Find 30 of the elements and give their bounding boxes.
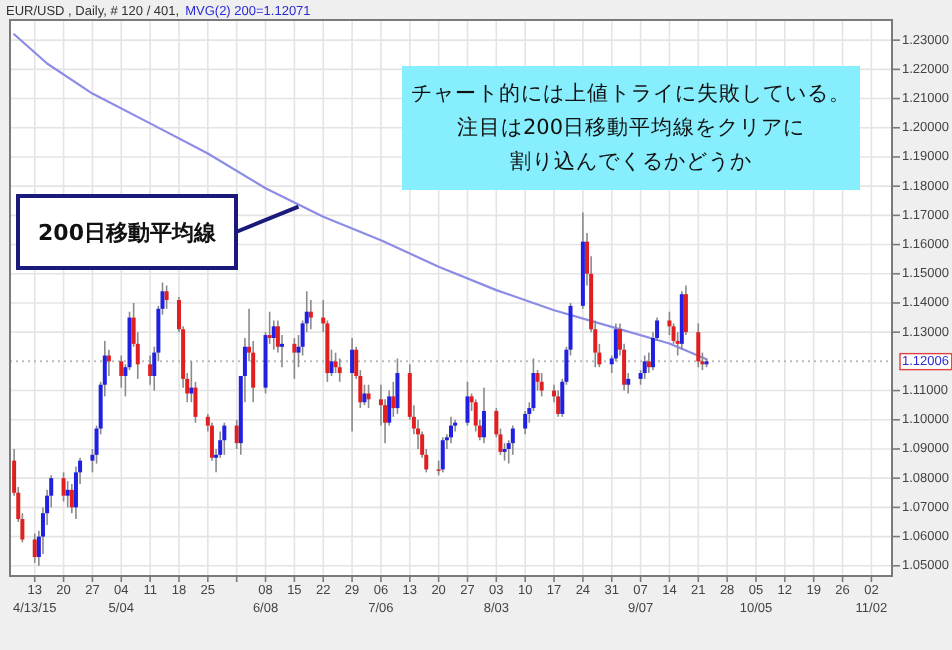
candlestick xyxy=(164,284,169,310)
candlestick xyxy=(350,337,355,433)
candlestick xyxy=(222,421,227,456)
candlestick xyxy=(395,357,400,415)
candlestick xyxy=(523,410,528,436)
candlestick xyxy=(510,424,515,456)
candlestick xyxy=(308,299,313,331)
candlestick xyxy=(366,383,371,409)
candlestick xyxy=(271,319,276,351)
candlestick xyxy=(73,465,78,520)
candlestick xyxy=(440,436,445,474)
candlestick xyxy=(32,532,37,564)
candlestick xyxy=(449,416,453,444)
annotation: チャート的には上値トライに失敗している。注目は200日移動平均線をクリアに割り込んでくるかどうか xyxy=(411,80,851,174)
candlestick xyxy=(65,480,70,509)
candlestick xyxy=(465,381,470,427)
candlestick xyxy=(61,471,66,503)
candlestick xyxy=(642,354,647,380)
candlestick xyxy=(696,322,701,369)
candlestick xyxy=(481,386,486,444)
candlestick xyxy=(119,354,124,389)
candlestick xyxy=(292,337,297,380)
candlestick xyxy=(234,418,239,450)
candlestick xyxy=(148,354,153,386)
candlestick xyxy=(473,398,478,433)
annotation: 200日移動平均線 xyxy=(38,220,218,246)
candlestick xyxy=(333,351,338,374)
candlestick xyxy=(337,357,342,383)
candlestick xyxy=(667,310,672,336)
candlestick xyxy=(539,372,544,398)
